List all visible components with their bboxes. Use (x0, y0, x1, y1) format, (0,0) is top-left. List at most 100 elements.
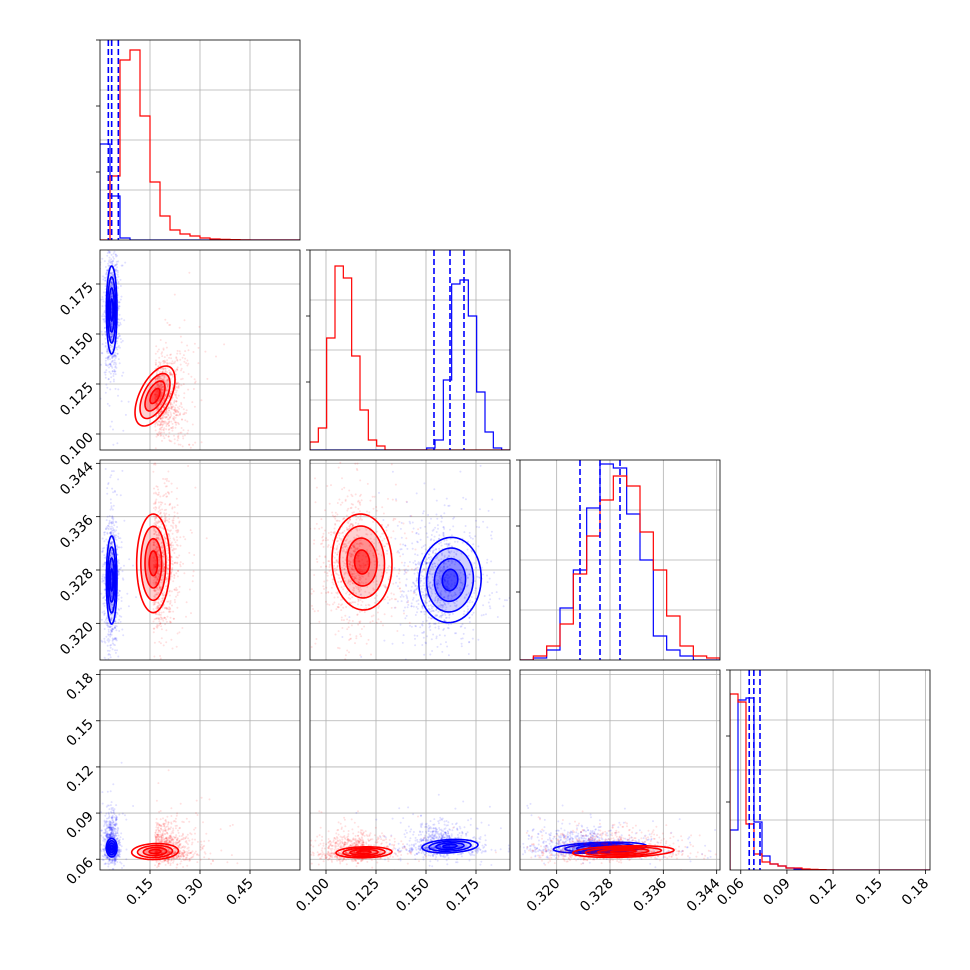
scatter-point (455, 605, 458, 608)
scatter-point (158, 378, 161, 381)
scatter-point (117, 570, 120, 573)
scatter-point (168, 406, 171, 409)
scatter-point (442, 531, 445, 534)
scatter-point (103, 640, 106, 643)
scatter-point (437, 527, 439, 530)
scatter-point (154, 544, 157, 547)
scatter-point (441, 604, 444, 607)
scatter-point (466, 577, 469, 579)
scatter-point (482, 613, 485, 616)
scatter-point (100, 352, 103, 354)
scatter-point (191, 401, 194, 404)
scatter-point (163, 406, 166, 409)
scatter-point (110, 292, 113, 295)
scatter-point (156, 389, 159, 392)
scatter-point (176, 632, 179, 635)
scatter-point (182, 437, 185, 440)
scatter-point (182, 413, 185, 416)
scatter-point (119, 494, 122, 497)
scatter-point (167, 559, 170, 562)
scatter-point (173, 409, 176, 412)
scatter-point (416, 540, 419, 543)
scatter-point (444, 614, 447, 616)
scatter-point (109, 336, 112, 338)
scatter-point (158, 538, 161, 541)
scatter-point (362, 562, 365, 565)
scatter-point (161, 417, 164, 420)
scatter-point (116, 241, 118, 243)
scatter-point (415, 606, 418, 608)
contour-line-model_a (109, 298, 114, 322)
scatter-point (357, 600, 360, 603)
scatter-point (156, 493, 159, 496)
scatter-point (485, 613, 487, 616)
scatter-point (348, 562, 351, 565)
scatter-point (168, 356, 171, 359)
scatter-point (101, 208, 103, 210)
scatter-point (322, 585, 325, 588)
scatter-point (163, 533, 166, 536)
scatter-point (157, 602, 160, 604)
scatter-point (415, 578, 418, 581)
scatter-point (177, 422, 180, 424)
scatter-point (112, 529, 115, 532)
scatter-point (159, 589, 162, 591)
scatter-point (442, 569, 445, 572)
scatter-point (448, 504, 451, 507)
scatter-point (170, 524, 173, 527)
scatter-point (452, 574, 455, 577)
scatter-point (468, 531, 471, 534)
scatter-point (168, 594, 171, 597)
scatter-point (165, 393, 168, 396)
scatter-point (159, 501, 162, 504)
scatter-point (477, 545, 480, 548)
scatter-point (162, 423, 165, 425)
scatter-point (177, 385, 180, 387)
scatter-point (405, 614, 408, 617)
scatter-point (336, 566, 339, 569)
scatter-point (128, 558, 131, 561)
scatter-point (104, 598, 107, 601)
scatter-point (152, 560, 155, 562)
scatter-point (472, 543, 475, 546)
scatter-point (179, 358, 182, 361)
scatter-point (104, 562, 107, 565)
scatter-point (449, 575, 451, 578)
scatter-point (110, 354, 113, 357)
scatter-point (114, 620, 117, 623)
scatter-point (157, 548, 160, 551)
scatter-point (106, 532, 109, 535)
scatter-point (460, 552, 463, 555)
scatter-point (110, 625, 113, 628)
scatter-point (108, 519, 111, 522)
scatter-point (439, 592, 442, 595)
scatter-point (161, 581, 164, 584)
scatter-panel (99, 459, 301, 661)
scatter-point (155, 593, 158, 596)
scatter-point (152, 567, 155, 570)
scatter-point (434, 593, 437, 595)
scatter-point (422, 636, 425, 639)
scatter-point (117, 478, 120, 481)
scatter-point (108, 522, 111, 525)
scatter-point (152, 502, 155, 505)
scatter-point (159, 655, 162, 657)
scatter-point (169, 373, 172, 376)
scatter-point (119, 537, 122, 540)
scatter-point (157, 493, 160, 496)
scatter-point (132, 564, 134, 567)
scatter-point (117, 621, 120, 624)
scatter-point (157, 400, 160, 403)
scatter-point (352, 544, 355, 547)
scatter-point (122, 578, 125, 581)
scatter-point (487, 601, 490, 604)
scatter-point (176, 366, 179, 369)
scatter-point (103, 326, 106, 329)
scatter-point (107, 524, 110, 527)
scatter-point (170, 426, 173, 429)
scatter-point (106, 531, 109, 534)
scatter-point (170, 542, 172, 545)
scatter-point (106, 649, 109, 652)
scatter-point (105, 527, 107, 530)
scatter-point (110, 326, 113, 328)
